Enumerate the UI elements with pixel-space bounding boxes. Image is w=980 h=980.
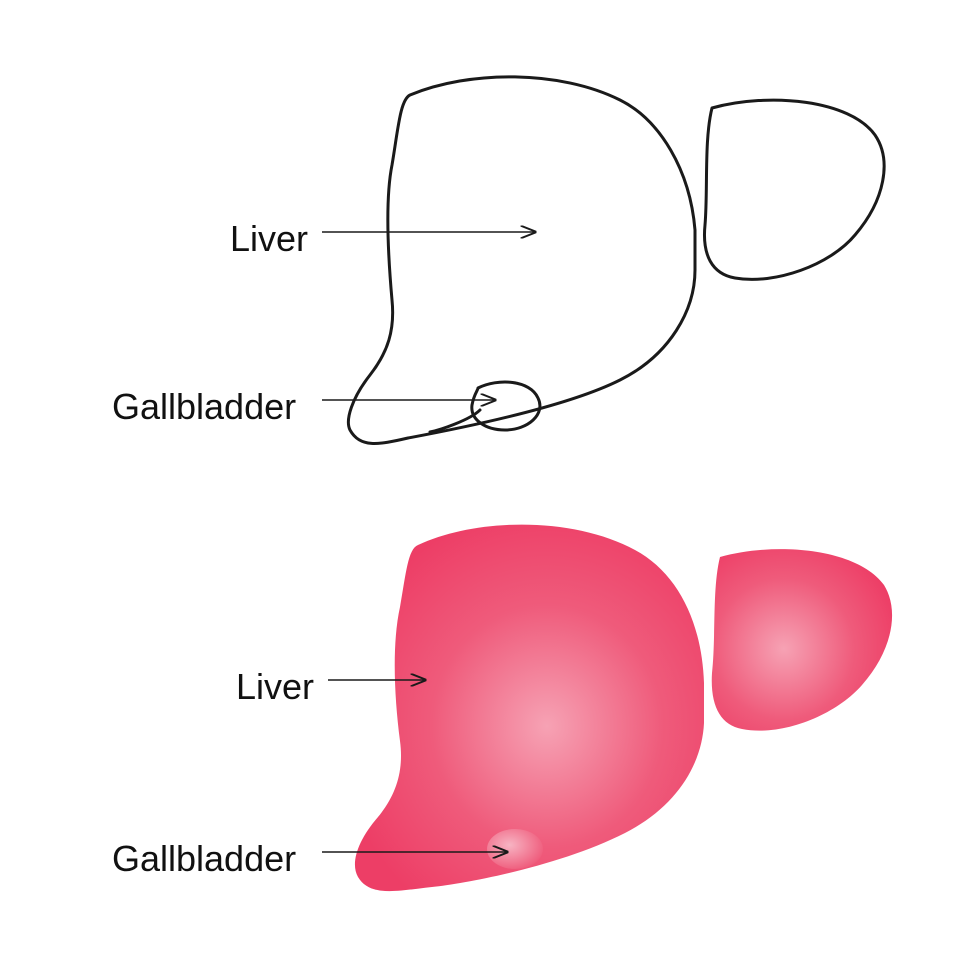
arrows-colored: [322, 680, 507, 852]
gallbladder-colored: [487, 829, 543, 869]
liver-outline-drawing: [348, 77, 884, 444]
diagram-canvas: Liver Gallbladder Liver Gallbladder: [0, 0, 980, 980]
label-gallbladder-colored: Gallbladder: [112, 838, 296, 880]
liver-large-lobe: [355, 525, 704, 891]
label-liver-colored: Liver: [236, 666, 314, 708]
label-liver-outline: Liver: [230, 218, 308, 260]
svg-overlay: [0, 0, 980, 980]
liver-colored-drawing: [355, 525, 892, 891]
arrows-outline: [322, 232, 535, 400]
label-gallbladder-outline: Gallbladder: [112, 386, 296, 428]
liver-small-lobe: [712, 549, 892, 731]
